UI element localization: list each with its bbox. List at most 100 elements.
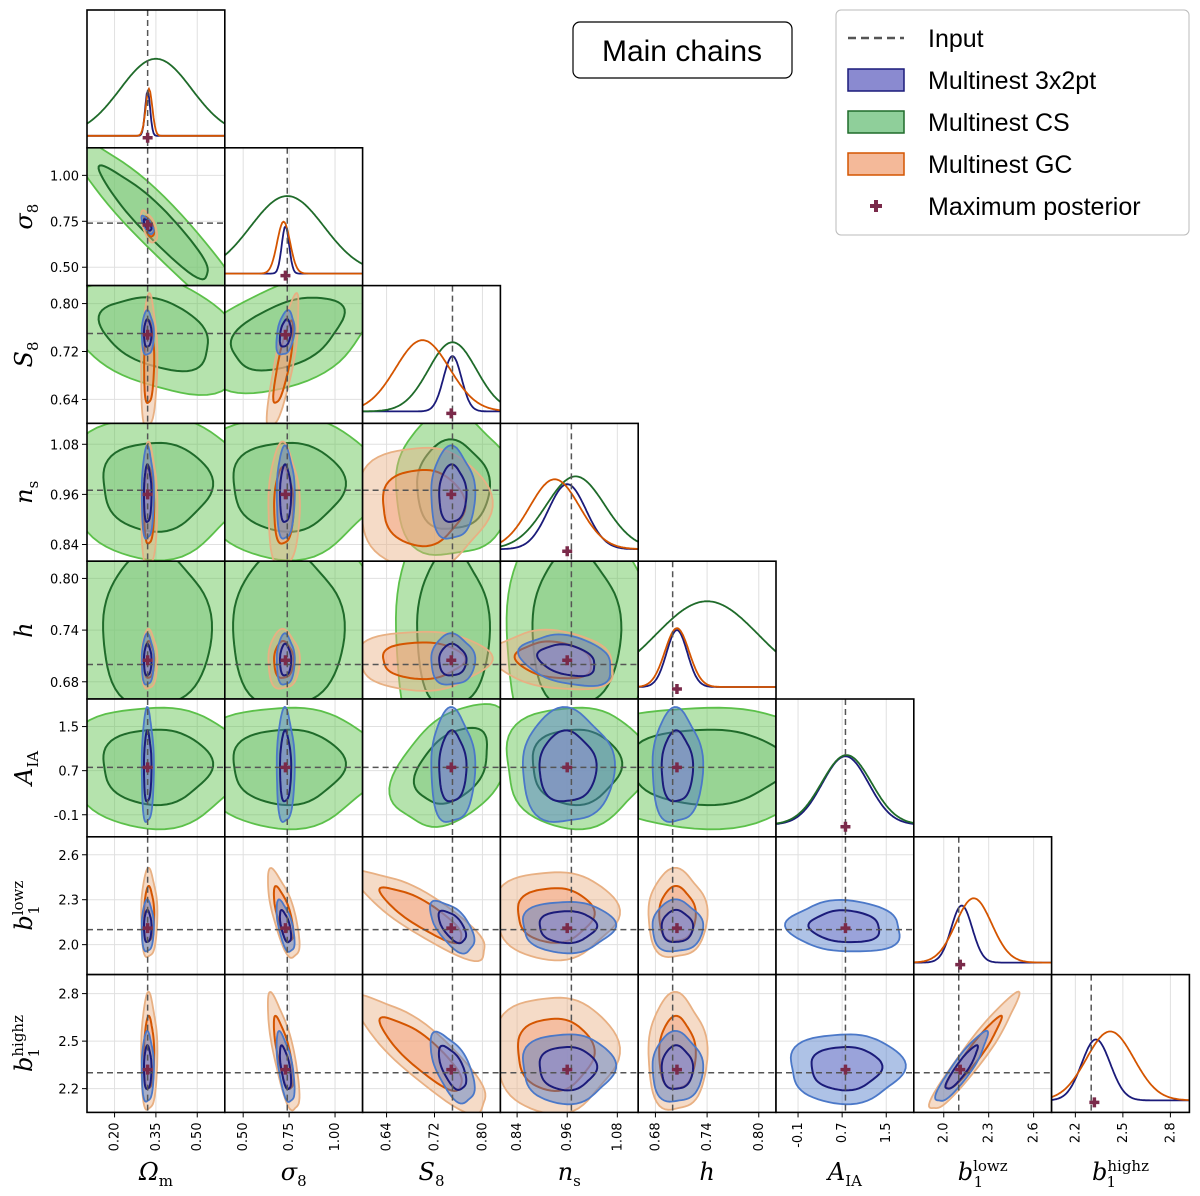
max-posterior-marker	[446, 489, 457, 500]
x-axis-label-b1low: blowz 1	[958, 1157, 1008, 1191]
x-tick-label: 1.5	[879, 1122, 894, 1143]
marginal-curve-0	[500, 483, 639, 550]
x-tick-label: 0.80	[752, 1122, 767, 1151]
chart-title: Main chains	[602, 35, 762, 68]
panel-content	[500, 561, 639, 700]
max-posterior-marker	[562, 655, 573, 666]
max-posterior-marker	[280, 762, 291, 773]
contour-panel-s8-AIA	[224, 698, 364, 838]
y-tick-label: 0.7	[58, 765, 79, 780]
panel-content	[913, 974, 1052, 1113]
contour-panel-s8-ns	[224, 422, 364, 562]
x-tick-label: 2.8	[1163, 1122, 1178, 1143]
panel-content	[362, 974, 501, 1113]
contour-panel-AIA-b1high: -0.1 0.7 1.5	[775, 973, 915, 1148]
panel-frame	[1050, 973, 1191, 1114]
x-tick-label: 0.7	[835, 1122, 850, 1143]
panel-content	[87, 699, 225, 837]
max-posterior-marker	[142, 923, 153, 934]
legend-entry-2: Multinest CS	[847, 109, 1070, 137]
marginal-curve-0	[362, 355, 501, 413]
panel-content	[224, 699, 363, 837]
x-tick-label: 1.00	[328, 1122, 343, 1151]
panel-content	[638, 561, 777, 699]
y-tick-label: 1.08	[50, 438, 79, 453]
y-tick-label: 0.96	[50, 488, 79, 503]
marginal-curve-2	[224, 220, 363, 275]
legend-entry-0: Input	[848, 25, 984, 53]
max-posterior-marker	[446, 655, 457, 666]
y-tick-label: 0.68	[50, 676, 79, 691]
contour-panel-S8-h	[361, 560, 502, 700]
y-axis-label-ns: ns	[10, 481, 42, 504]
legend-swatch-patch	[847, 68, 905, 92]
y-tick-label: 0.64	[50, 393, 79, 408]
marginal-curve-2	[913, 897, 1052, 964]
contour-panel-Om-AIA: -0.1 0.7 1.5	[54, 698, 226, 838]
panel-content	[87, 10, 225, 148]
max-posterior-marker	[562, 923, 573, 934]
y-axis-label-AIA: AIA	[10, 751, 42, 787]
marginal-curve-2	[638, 627, 776, 688]
y-tick-label: -0.1	[54, 809, 79, 824]
max-posterior-marker	[840, 923, 851, 934]
panel-content	[638, 974, 776, 1113]
marginal-curve-1	[362, 341, 501, 413]
x-tick-label: 0.50	[236, 1122, 251, 1151]
x-tick-label: 1.08	[610, 1122, 625, 1151]
legend-label: Multinest GC	[928, 151, 1072, 179]
contour-panel-ns-b1high: 0.84 0.96 1.08	[499, 973, 639, 1151]
y-tick-label: 1.5	[58, 721, 79, 736]
y-axis-label-h: h	[10, 622, 38, 637]
max-posterior-marker	[280, 270, 291, 281]
panel-background	[224, 147, 363, 286]
x-axis-label-AIA: AIA	[826, 1158, 862, 1190]
contour-panel-Om-b1high: 0.20 0.35 0.50 2.2 2.5 2.8	[58, 973, 226, 1151]
y-tick-label: 2.2	[58, 1083, 79, 1098]
x-axis-label-Om: Ωm	[138, 1158, 173, 1190]
marginal-curve-1	[224, 195, 363, 265]
contour-panel-S8-ns	[361, 422, 502, 562]
contour-panel-Om-h: 0.68 0.74 0.80	[50, 560, 226, 700]
max-posterior-marker	[142, 329, 153, 340]
max-posterior-marker	[955, 1064, 966, 1075]
x-tick-label: 0.50	[190, 1122, 205, 1151]
marginal-curve-1	[500, 475, 639, 548]
contour-panel-Om-b1low: 2.0 2.3 2.6	[58, 835, 226, 976]
y-axis-label-S8: S8	[10, 342, 42, 368]
legend-swatch-patch	[847, 110, 905, 134]
x-axis-label-ns: ns	[558, 1158, 581, 1190]
x-tick-label: 0.75	[282, 1122, 297, 1151]
y-tick-label: 0.74	[50, 624, 79, 639]
x-tick-label: 0.72	[427, 1122, 442, 1151]
legend-label: Multinest CS	[928, 109, 1070, 137]
panel-content	[362, 285, 501, 424]
panel-content	[87, 561, 225, 700]
panel-content	[500, 974, 639, 1113]
panel-content	[224, 836, 363, 975]
marginal-curve-0	[776, 755, 914, 825]
contour-panel-s8-b1low	[224, 835, 364, 976]
panel-content	[224, 974, 363, 1113]
max-posterior-marker	[446, 408, 457, 419]
max-posterior-marker	[671, 1064, 682, 1075]
marginal-panel-S8	[361, 284, 502, 425]
max-posterior-marker	[955, 959, 966, 970]
panel-content	[776, 836, 914, 975]
y-tick-label: 0.75	[50, 215, 79, 230]
max-posterior-marker	[671, 684, 682, 694]
contour-panel-h-b1high: 0.68 0.74 0.80	[637, 973, 777, 1151]
contour-panel-h-b1low	[637, 835, 777, 976]
y-tick-label: 2.0	[58, 939, 79, 954]
y-axis-label-s8: σ8	[10, 204, 42, 230]
x-axis-label-S8: S8	[419, 1158, 445, 1190]
contour-panel-S8-AIA	[361, 698, 502, 838]
legend-entry-3: Multinest GC	[847, 151, 1072, 179]
contour-panel-b1low-b1high: 2.0 2.3 2.6	[912, 973, 1053, 1143]
max-posterior-marker	[142, 655, 153, 666]
max-posterior-marker	[1089, 1097, 1100, 1108]
max-posterior-marker	[562, 762, 573, 773]
panel-content	[776, 974, 914, 1113]
contour-panel-s8-b1high: 0.50 0.75 1.00	[224, 973, 364, 1151]
